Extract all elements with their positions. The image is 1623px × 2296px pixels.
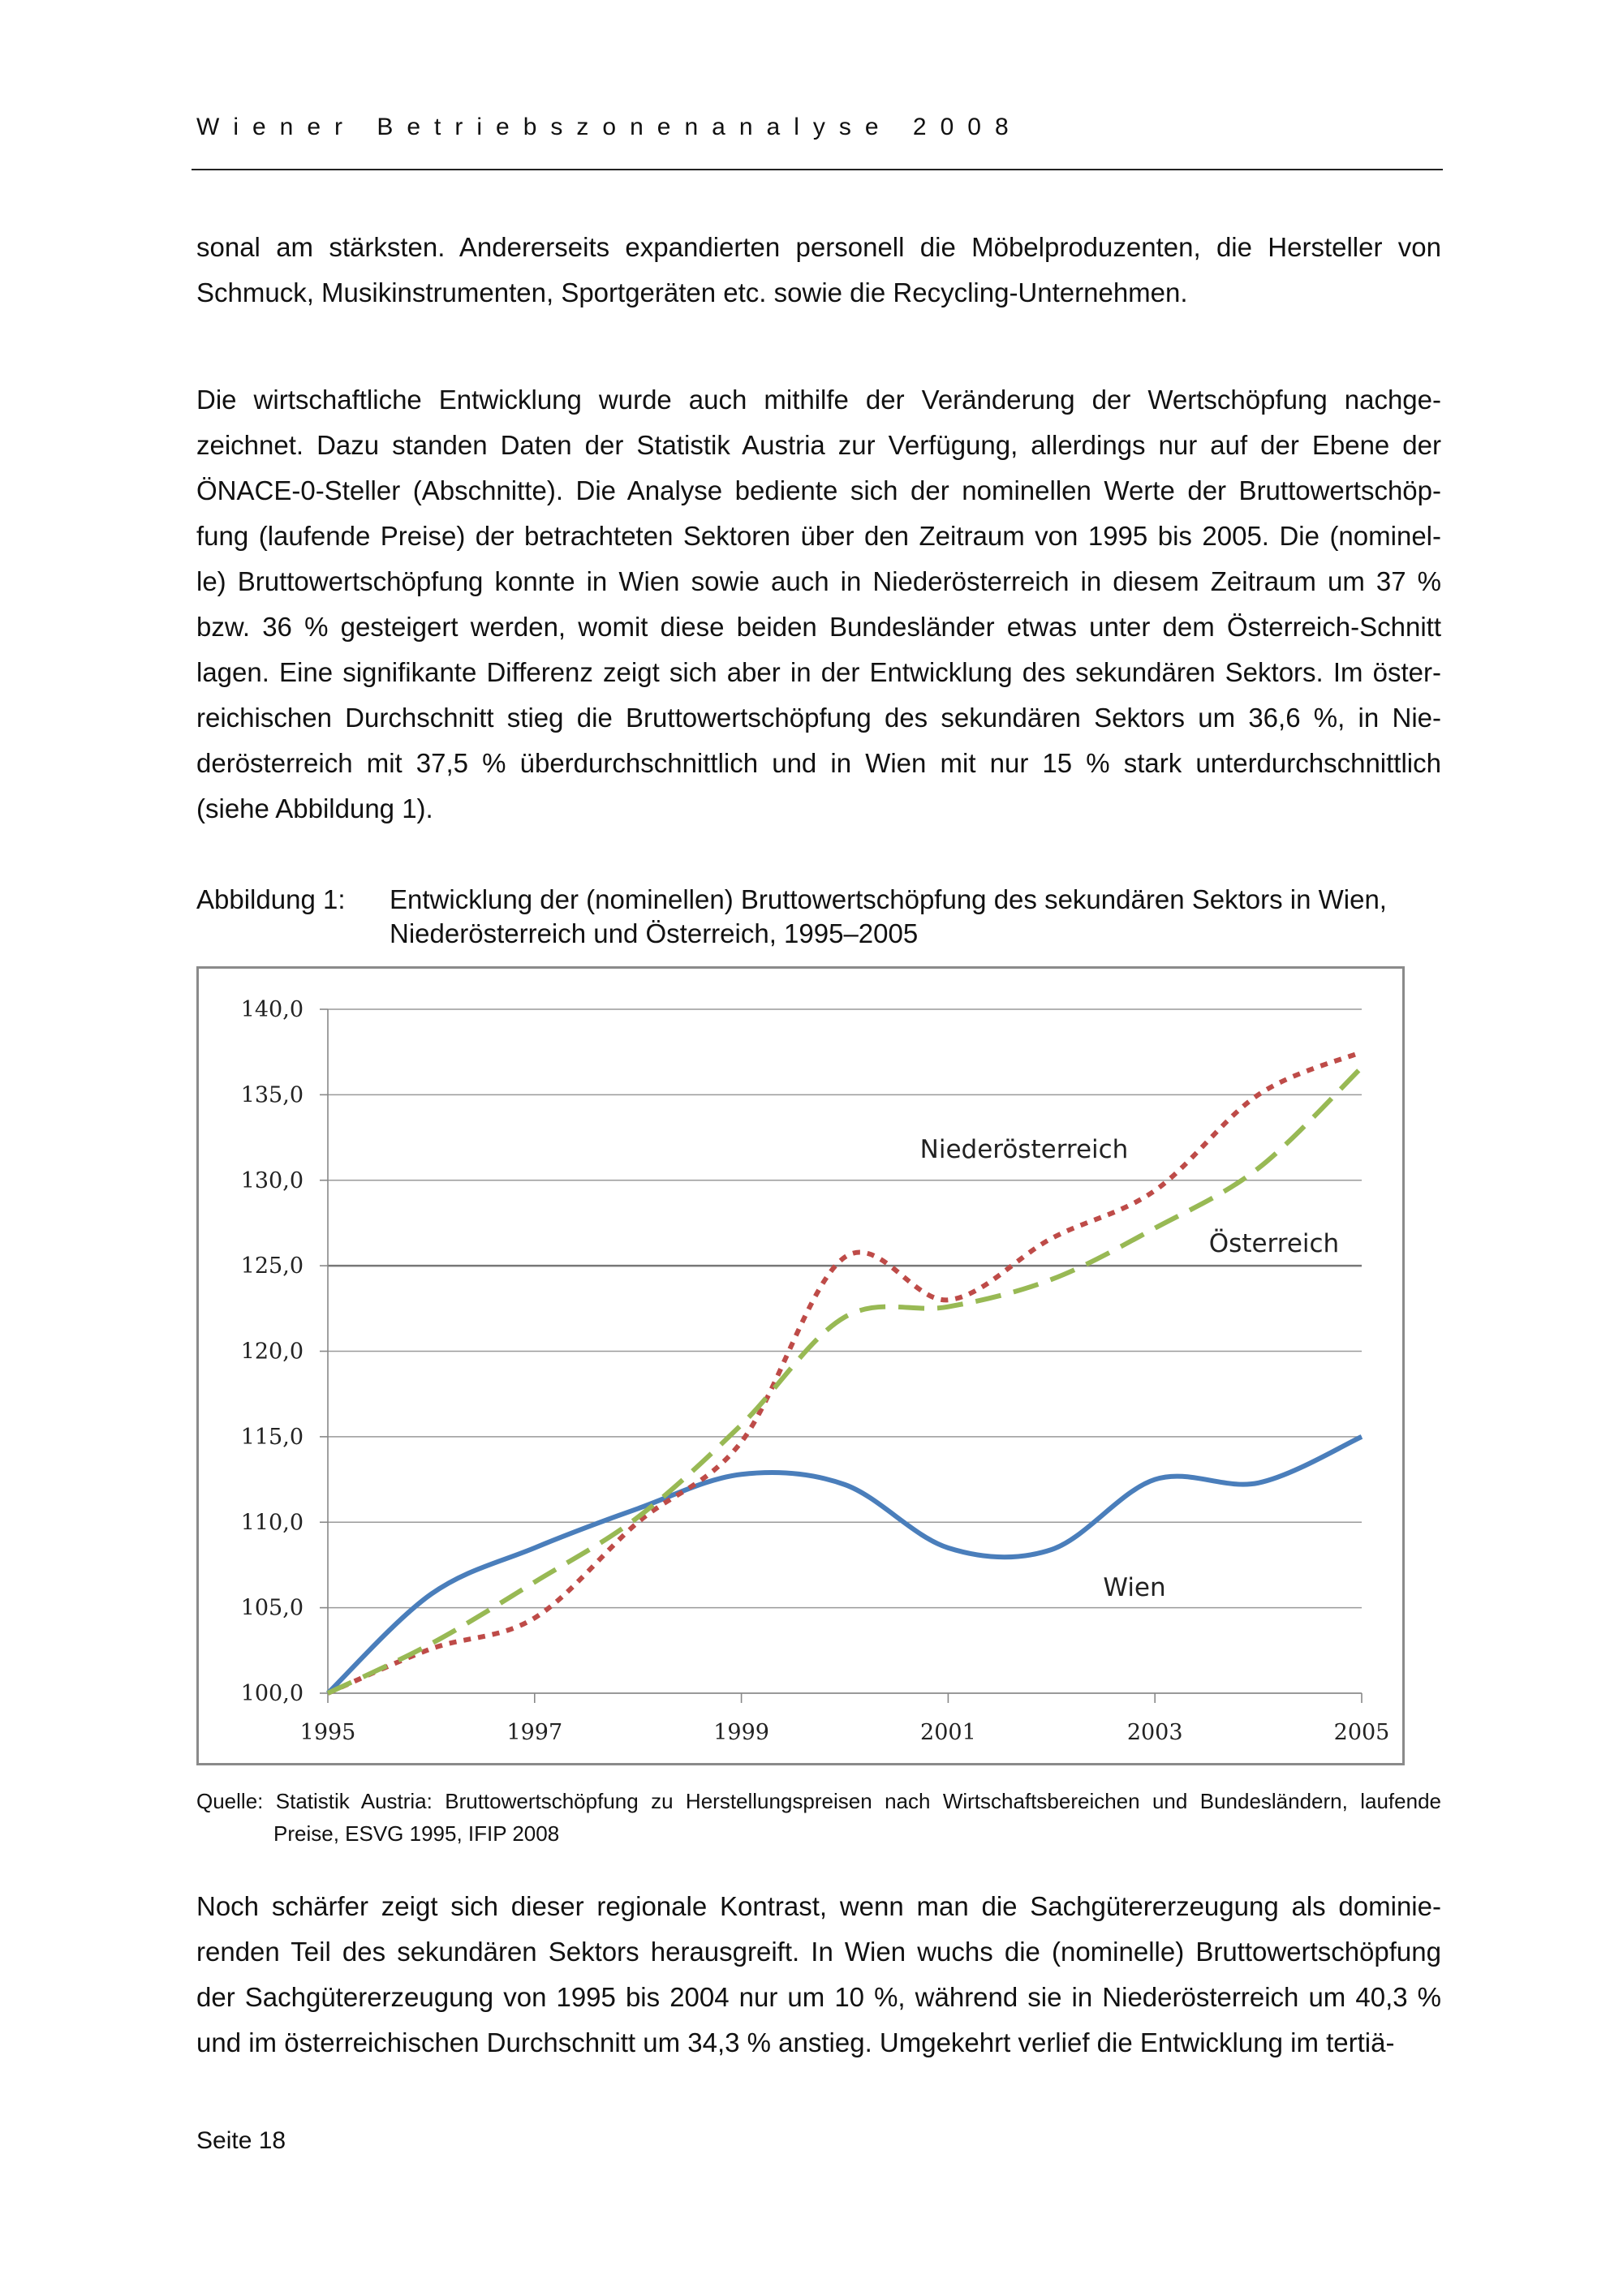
- paragraph-2: Die wirtschaftliche Entwicklung wurde au…: [196, 377, 1441, 832]
- figure-label: Abbildung 1:: [196, 884, 346, 914]
- text-line: derösterreich mit 37,5 % überdurchschnit…: [196, 748, 1441, 778]
- y-tick-label: 120,0: [241, 1339, 304, 1365]
- series-label: Wien: [1103, 1573, 1165, 1602]
- text-line: renden Teil des sekundären Sektors herau…: [196, 1937, 1441, 1967]
- y-tick-label: 115,0: [241, 1425, 304, 1450]
- y-tick-label: 130,0: [241, 1168, 304, 1193]
- text-line: Die wirtschaftliche Entwicklung wurde au…: [196, 385, 1441, 415]
- series-line-1: [326, 1049, 1363, 1696]
- x-tick-label: 1997: [506, 1720, 562, 1745]
- text-line: Schmuck, Musikinstrumenten, Sportgeräten…: [196, 277, 1188, 307]
- y-tick-label: 105,0: [241, 1596, 304, 1621]
- y-tick-label: 135,0: [241, 1082, 304, 1107]
- paragraph-1: sonal am stärksten. Andererseits expandi…: [196, 225, 1441, 316]
- y-tick-label: 100,0: [241, 1681, 304, 1706]
- text-line: (siehe Abbildung 1).: [196, 793, 433, 823]
- text-line: ÖNACE-0-Steller (Abschnitte). Die Analys…: [196, 475, 1441, 505]
- series-line-0: [325, 1434, 1363, 1696]
- x-tick-label: 1995: [300, 1720, 356, 1745]
- text-line: sonal am stärksten. Andererseits expandi…: [196, 232, 1441, 262]
- x-tick-label: 2005: [1334, 1720, 1390, 1745]
- y-tick-label: 110,0: [241, 1510, 304, 1535]
- y-tick-label: 140,0: [241, 997, 304, 1022]
- figure-caption-text: Entwicklung der (nominellen) Bruttowerts…: [390, 884, 1387, 948]
- series-label: Österreich: [1209, 1228, 1339, 1258]
- text-line: der Sachgütererzeugung von 1995 bis 2004…: [196, 1982, 1441, 2012]
- source-line-1: Quelle: Statistik Austria: Bruttowertsch…: [196, 1789, 1441, 1813]
- text-line: lagen. Eine signifikante Differenz zeigt…: [196, 657, 1441, 687]
- header-divider: [192, 169, 1443, 170]
- text-line: und im österreichischen Durchschnitt um …: [196, 2027, 1395, 2057]
- chart-frame: [196, 966, 1405, 1765]
- x-tick-label: 2001: [920, 1720, 976, 1745]
- source-line-2: Preise, ESVG 1995, IFIP 2008: [273, 1821, 560, 1846]
- x-tick-label: 1999: [713, 1720, 769, 1745]
- series-line-2: [326, 1065, 1364, 1696]
- x-tick-label: 2003: [1127, 1720, 1183, 1745]
- y-tick-label: 125,0: [241, 1253, 304, 1279]
- paragraph-3: Noch schärfer zeigt sich dieser regional…: [196, 1884, 1441, 2066]
- text-line: bzw. 36 % gesteigert werden, womit diese…: [196, 612, 1441, 642]
- text-line: Noch schärfer zeigt sich dieser regional…: [196, 1891, 1441, 1921]
- text-line: zeichnet. Dazu standen Daten der Statist…: [196, 430, 1441, 460]
- series-label: Niederösterreich: [920, 1135, 1129, 1164]
- page-number: Seite 18: [196, 2127, 286, 2154]
- text-line: le) Bruttowertschöpfung konnte in Wien s…: [196, 566, 1441, 596]
- figure-source: Quelle: Statistik Austria: Bruttowertsch…: [196, 1785, 1441, 1850]
- text-line: reichischen Durchschnitt stieg die Brutt…: [196, 703, 1441, 733]
- running-header: Wiener Betriebszonenanalyse 2008: [196, 114, 1022, 140]
- text-line: fung (laufende Preise) der betrachteten …: [196, 521, 1441, 551]
